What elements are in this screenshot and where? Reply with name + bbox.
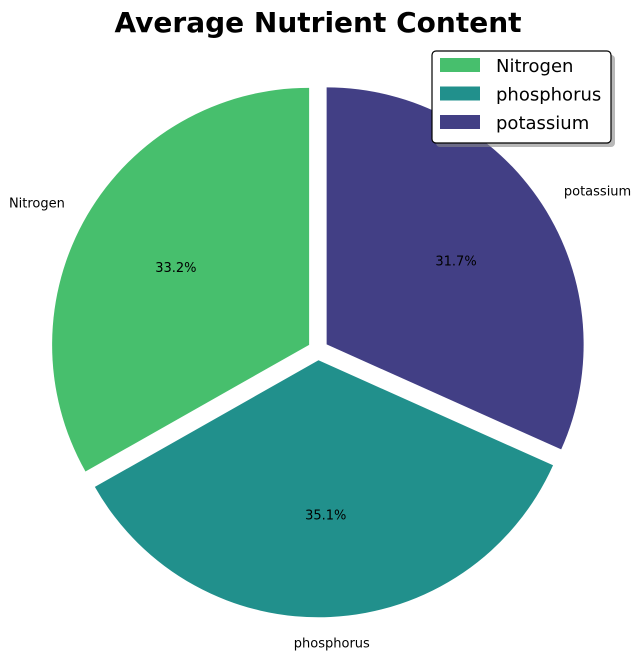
pie-slices <box>52 87 584 618</box>
slice-label-potassium: potassium <box>564 185 631 200</box>
pct-label-potassium: 31.7% <box>435 255 476 270</box>
legend-label-phosphorus: phosphorus <box>496 85 601 106</box>
pct-label-phosphorus: 35.1% <box>305 508 346 523</box>
legend-swatch-nitrogen <box>440 58 480 72</box>
pct-label-nitrogen: 33.2% <box>155 261 196 276</box>
pie-slice-nitrogen <box>52 87 310 472</box>
slice-label-phosphorus: phosphorus <box>294 637 370 652</box>
pie-slice-phosphorus <box>94 360 554 618</box>
legend: Nitrogen phosphorus potassium <box>431 50 615 147</box>
slice-label-nitrogen: Nitrogen <box>9 196 65 211</box>
pie-slice-potassium <box>326 87 584 450</box>
legend-label-potassium: potassium <box>496 113 589 134</box>
legend-swatch-phosphorus <box>440 86 480 101</box>
chart-title: Average Nutrient Content <box>114 6 521 39</box>
pie-labels: 33.2% Nitrogen 35.1% phosphorus 31.7% potassi… <box>9 185 631 652</box>
legend-label-nitrogen: Nitrogen <box>496 56 573 77</box>
legend-swatch-potassium <box>440 115 480 129</box>
